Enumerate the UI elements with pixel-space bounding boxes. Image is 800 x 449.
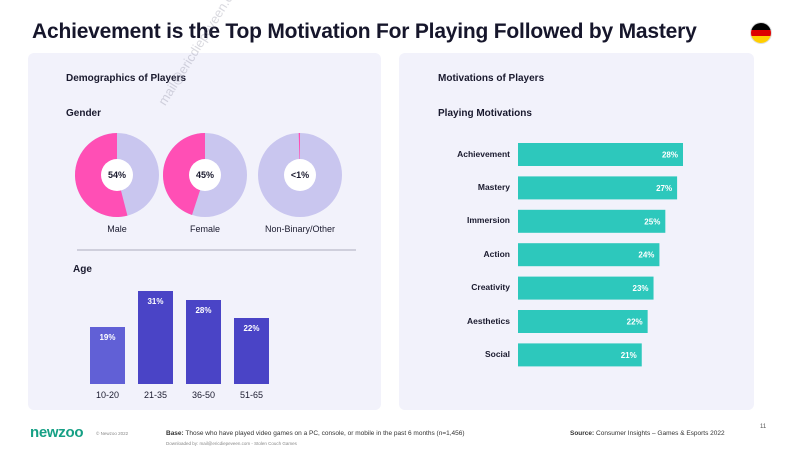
source-text: Consumer Insights – Games & Esports 2022 — [596, 430, 725, 437]
section-divider — [77, 249, 356, 251]
base-note: Base: Those who have played video games … — [166, 430, 465, 437]
motivation-label-action: Action — [483, 248, 510, 259]
motivations-heading: Motivations of Players — [438, 73, 545, 84]
motivation-label-mastery: Mastery — [477, 181, 510, 192]
copyright-text: © Newzoo 2022 — [96, 431, 129, 436]
donut-label-male: Male — [107, 224, 127, 234]
donut-value-male: 54% — [108, 170, 126, 180]
age-tick-10-20: 10-20 — [95, 390, 120, 400]
playing-motivations-heading: Playing Motivations — [438, 108, 532, 119]
motivation-value-action: 24% — [638, 251, 654, 260]
motivation-label-creativity: Creativity — [471, 282, 510, 293]
demographics-heading: Demographics of Players — [66, 73, 187, 84]
flag-stripe-black — [751, 23, 771, 30]
age-bar-21-35 — [138, 291, 173, 384]
motivation-bar-immersion — [518, 209, 666, 233]
newzoo-logo: newzoo — [30, 424, 84, 441]
motivation-label-immersion: Immersion — [467, 215, 510, 226]
base-text: Those who have played video games on a P… — [185, 430, 465, 437]
age-tick-51-65: 51-65 — [239, 390, 264, 400]
donut-value-non-binary-other: <1% — [291, 170, 309, 180]
motivation-value-immersion: 25% — [644, 217, 660, 226]
age-tick-21-35: 21-35 — [143, 390, 168, 400]
page-number: 11 — [760, 424, 767, 430]
donut-hole-female — [189, 159, 221, 191]
source-label: Source: — [570, 430, 595, 437]
age-bar-10-20 — [90, 327, 125, 384]
downloaded-by-text: Downloaded by: mail@ericdiepeveen.com - … — [166, 441, 297, 446]
flag-stripe-gold — [751, 36, 771, 43]
age-bar-36-50 — [186, 300, 221, 384]
age-bar-51-65 — [234, 318, 269, 384]
motivation-label-achievement: Achievement — [457, 148, 510, 159]
donut-label-female: Female — [189, 224, 220, 234]
motivation-bar-action — [518, 243, 660, 267]
age-bar-value-21-35: 31% — [147, 297, 163, 306]
age-tick-36-50: 36-50 — [191, 390, 216, 400]
donut-label-non-binary-other: Non-Binary/Other — [264, 224, 336, 234]
motivation-bar-aesthetics — [518, 310, 648, 333]
motivation-value-aesthetics: 22% — [627, 318, 643, 327]
donut-value-female: 45% — [196, 170, 214, 180]
flag-stripe-red — [751, 29, 771, 37]
motivation-label-aesthetics: Aesthetics — [467, 315, 510, 326]
motivation-bar-social — [518, 343, 642, 367]
motivation-value-mastery: 27% — [656, 184, 672, 193]
motivation-bar-mastery — [518, 176, 678, 200]
base-label: Base: — [166, 430, 184, 437]
donut-hole-male — [101, 159, 133, 191]
gender-heading: Gender — [66, 108, 102, 119]
donut-slice-female — [163, 133, 205, 215]
motivation-bar-achievement — [518, 143, 683, 166]
motivation-value-social: 21% — [621, 351, 637, 360]
donut-hole-non-binary-other — [284, 159, 316, 191]
age-bar-value-36-50: 28% — [195, 306, 211, 315]
page-title: Achievement is the Top Motivation For Pl… — [32, 20, 697, 43]
germany-flag-icon — [750, 22, 772, 44]
motivation-value-creativity: 23% — [633, 284, 649, 293]
age-bar-value-10-20: 19% — [99, 333, 115, 342]
motivation-label-social: Social — [484, 348, 510, 359]
age-heading: Age — [73, 264, 92, 275]
motivation-value-achievement: 28% — [662, 151, 678, 160]
age-bar-value-51-65: 22% — [243, 324, 259, 333]
motivation-bar-creativity — [518, 276, 654, 300]
source-note: Source: Consumer Insights – Games & Espo… — [570, 430, 725, 437]
